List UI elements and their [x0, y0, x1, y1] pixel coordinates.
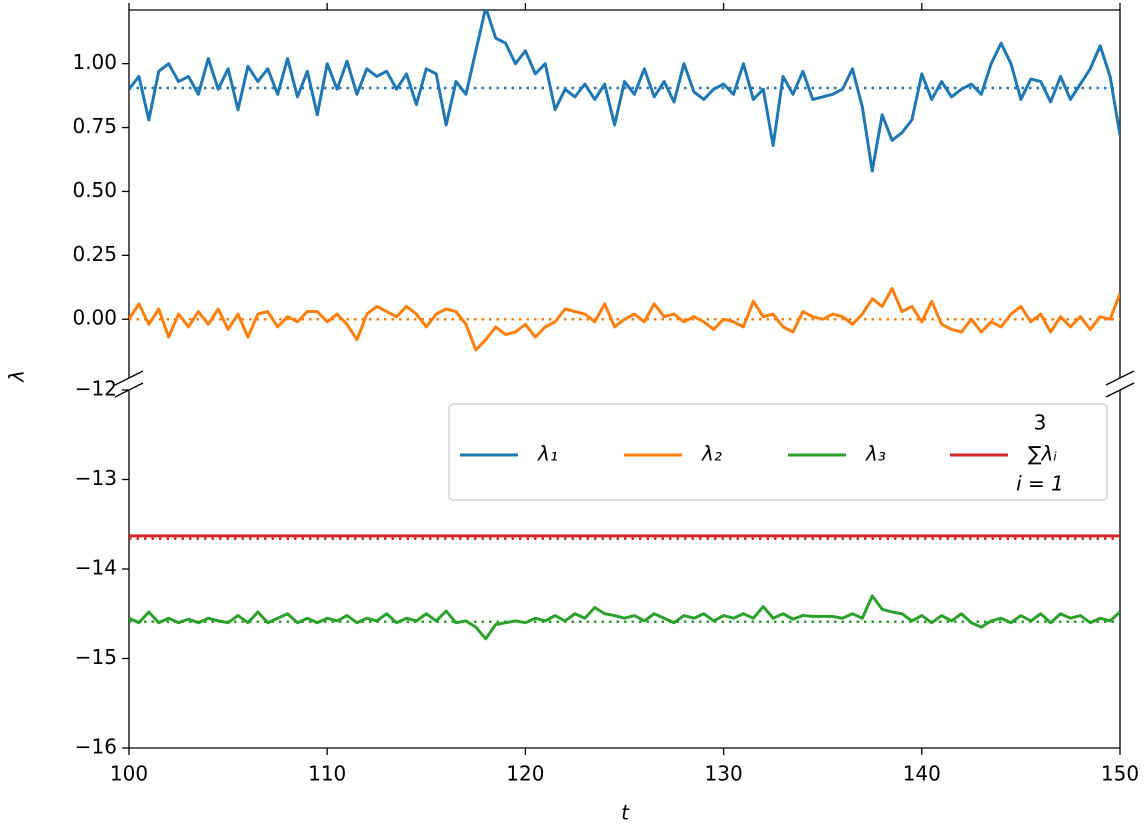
legend-label: λ₂	[701, 442, 722, 466]
x-tick-label: 150	[1101, 762, 1139, 786]
y-tick-label: 0.25	[72, 242, 117, 266]
y-tick-label: 1.00	[72, 50, 117, 74]
plot-layer: 0.00 0.25 0.50 0.75 1.00 −16 −15 −14 −13 −12 100 11…	[72, 3, 1139, 786]
legend-label-upper: 3	[1034, 411, 1047, 435]
series-group	[129, 534, 1120, 641]
x-tick-label: 110	[308, 762, 346, 786]
y-tick-label: 0.00	[72, 306, 117, 330]
y-tick-label: −12	[75, 377, 117, 401]
x-tick-label: 130	[705, 762, 743, 786]
axis-break-marks	[114, 370, 1135, 398]
series-line	[129, 10, 1120, 173]
legend-label: ∑λᵢ	[1028, 442, 1057, 466]
series-line	[129, 594, 1120, 641]
x-tick-label: 120	[506, 762, 544, 786]
y-tick-label: −14	[75, 556, 117, 580]
top-axes-frame	[128, 9, 1121, 378]
x-axis-label: t	[621, 801, 630, 825]
y-tick-label: −16	[75, 735, 117, 759]
legend-label: λ₁	[537, 442, 558, 466]
series-group	[129, 10, 1120, 352]
legend-box	[448, 403, 1108, 501]
y-tick-label: −13	[75, 466, 117, 490]
x-tick-label: 140	[903, 762, 941, 786]
x-tick-label: 100	[110, 762, 148, 786]
legend-label: λ₃	[865, 442, 886, 466]
y-tick-label: 0.50	[72, 178, 117, 202]
y-axis-label: λ	[5, 370, 29, 383]
legend-label-lower: i = 1	[1016, 472, 1064, 496]
y-tick-label: −15	[75, 645, 117, 669]
series-line	[129, 287, 1120, 352]
y-tick-label: 0.75	[72, 114, 117, 138]
